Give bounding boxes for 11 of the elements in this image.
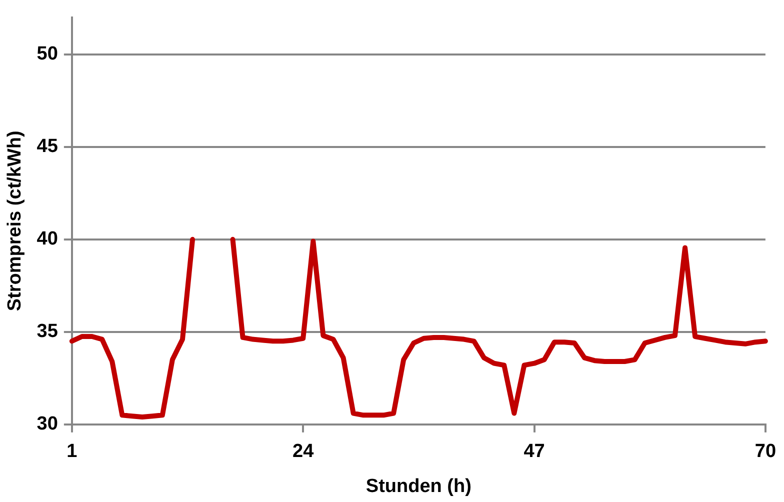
y-tick-label: 30 xyxy=(36,414,58,435)
x-tick-label: 47 xyxy=(524,441,545,462)
y-tick-label: 50 xyxy=(36,44,58,65)
y-axis-title: Strompreis (ct/kWh) xyxy=(4,130,26,312)
x-axis-title: Stunden (h) xyxy=(366,476,472,497)
x-tick-label: 24 xyxy=(292,441,314,462)
x-tick-label: 1 xyxy=(66,441,78,462)
x-tick-label: 70 xyxy=(754,441,776,462)
y-tick-label: 35 xyxy=(36,321,58,342)
y-tick-label: 40 xyxy=(36,228,58,250)
y-tick-label: 45 xyxy=(36,136,58,158)
